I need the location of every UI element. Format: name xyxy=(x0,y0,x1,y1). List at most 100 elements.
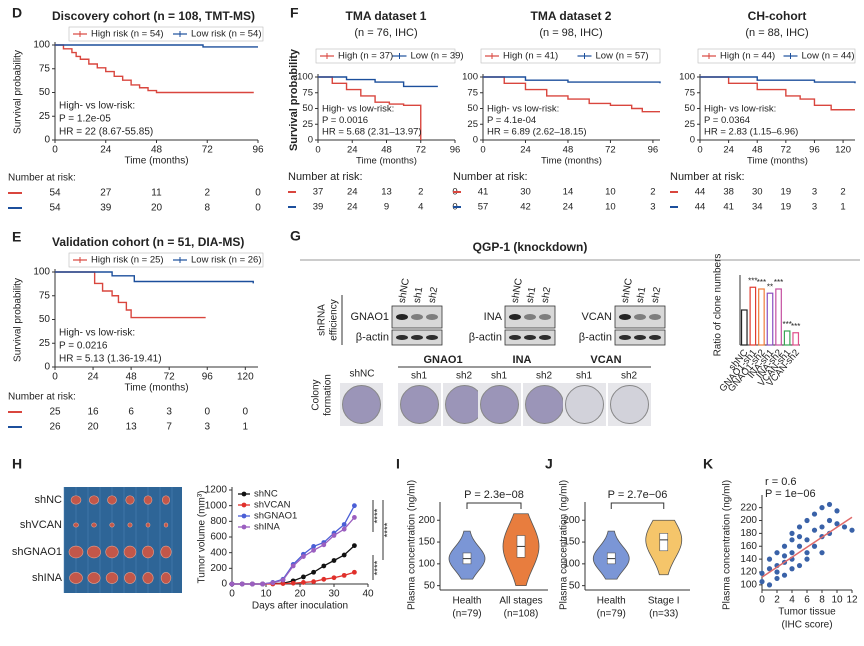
tumor xyxy=(142,545,154,559)
point xyxy=(826,517,833,524)
protein-label: VCAN xyxy=(581,311,612,323)
tumor xyxy=(105,572,119,584)
bar xyxy=(783,330,791,346)
annotation: P = 1.2e-05 xyxy=(59,114,111,125)
y-tick-label: 50 xyxy=(39,314,51,325)
legend-label: High risk (n = 25) xyxy=(91,255,164,266)
band xyxy=(619,314,631,320)
x-tick-label: 8 xyxy=(819,595,825,606)
y-axis-label: Survival probability xyxy=(288,48,300,151)
protein-label: β-actin xyxy=(469,331,502,343)
x-tick-label: 48 xyxy=(563,145,574,156)
colony-group: shNC xyxy=(349,369,374,380)
point xyxy=(796,562,803,569)
y-tick-label: 120 xyxy=(740,567,757,578)
legend-label: shGNAO1 xyxy=(254,511,297,522)
bar xyxy=(749,286,757,346)
risk-number: 13 xyxy=(381,187,392,198)
x-tick-label: 20 xyxy=(294,589,306,600)
lane-label: sh2 xyxy=(650,286,664,304)
y-tick-label: 50 xyxy=(39,87,51,98)
risk-number: 0 xyxy=(243,407,249,418)
band xyxy=(619,335,631,340)
y-tick-label: 1000 xyxy=(205,500,228,511)
point xyxy=(341,526,347,532)
tumor xyxy=(105,545,119,559)
band xyxy=(509,314,521,320)
panel-label: D xyxy=(12,5,22,21)
legend-label: shINA xyxy=(254,522,281,533)
y-tick-label: 200 xyxy=(563,515,580,526)
p-value: P = 2.3e−08 xyxy=(464,489,524,501)
point xyxy=(811,511,818,517)
y-tick-label: 75 xyxy=(684,87,695,98)
point xyxy=(321,542,327,548)
y-tick-label: 25 xyxy=(684,119,695,130)
lane-label: shNC xyxy=(397,277,412,304)
photo-label: shINA xyxy=(32,572,63,584)
point xyxy=(811,527,818,533)
y-tick-label: 180 xyxy=(740,528,757,539)
lane-label: shNC xyxy=(620,277,635,304)
survival-curve xyxy=(483,76,661,84)
risk-number: 3 xyxy=(812,202,817,213)
panel-label: H xyxy=(12,456,22,472)
x-tick-label: 48 xyxy=(752,145,763,156)
photo-label: shGNAO1 xyxy=(12,546,62,558)
x-tick-label: 0 xyxy=(52,145,58,156)
tumor xyxy=(125,495,135,505)
band xyxy=(634,335,646,340)
x-axis-label: Time (months) xyxy=(541,156,602,167)
risk-number: 3 xyxy=(166,407,172,418)
point xyxy=(781,572,788,578)
point xyxy=(290,580,296,586)
legend-label: Low (n = 44) xyxy=(802,51,855,62)
legend-box xyxy=(68,26,264,42)
legend-label: High risk (n = 54) xyxy=(91,29,164,40)
point xyxy=(774,550,780,556)
y-tick-label: 100 xyxy=(462,72,478,83)
point xyxy=(781,553,788,559)
point xyxy=(774,575,780,582)
band xyxy=(396,314,408,320)
risk-number: 19 xyxy=(781,187,792,198)
y-tick-label: 100 xyxy=(418,558,435,569)
annotation: High- vs low-risk: xyxy=(59,328,135,339)
risk-number: 57 xyxy=(478,202,489,213)
risk-number: 37 xyxy=(313,187,324,198)
legend-marker xyxy=(241,524,247,530)
survival-curve xyxy=(55,271,254,284)
y-tick-label: 100 xyxy=(679,72,695,83)
band xyxy=(539,314,551,320)
group-size: (n=108) xyxy=(504,609,539,620)
point xyxy=(789,566,795,572)
x-tick-label: 72 xyxy=(605,145,616,156)
risk-number: 39 xyxy=(313,202,324,213)
band xyxy=(634,314,646,320)
x-tick-label: 96 xyxy=(450,145,461,156)
y-tick-label: 50 xyxy=(467,103,478,114)
colony-lane: sh1 xyxy=(411,371,428,382)
y-tick-label: 150 xyxy=(418,537,435,548)
legend-label: Low risk (n = 54) xyxy=(191,29,262,40)
point xyxy=(250,581,255,587)
point xyxy=(301,580,306,585)
risk-number: 34 xyxy=(752,202,763,213)
x-tick-label: 0 xyxy=(315,145,320,156)
y-tick-label: 75 xyxy=(467,87,478,98)
y-axis-label: Ratio of clone numbers xyxy=(713,254,724,357)
y-tick-label: 75 xyxy=(302,87,313,98)
risk-number: 6 xyxy=(128,407,134,418)
colony-lane: sh2 xyxy=(536,371,553,382)
point xyxy=(781,543,788,549)
tumor xyxy=(107,495,117,505)
point xyxy=(352,569,357,575)
y-tick-label: 200 xyxy=(740,515,757,526)
risk-number: 10 xyxy=(605,202,616,213)
point xyxy=(290,563,296,569)
tumor xyxy=(109,522,115,528)
photo-label: shNC xyxy=(34,494,62,506)
y-tick-label: 50 xyxy=(569,580,581,591)
x-tick-label: 72 xyxy=(164,372,176,383)
